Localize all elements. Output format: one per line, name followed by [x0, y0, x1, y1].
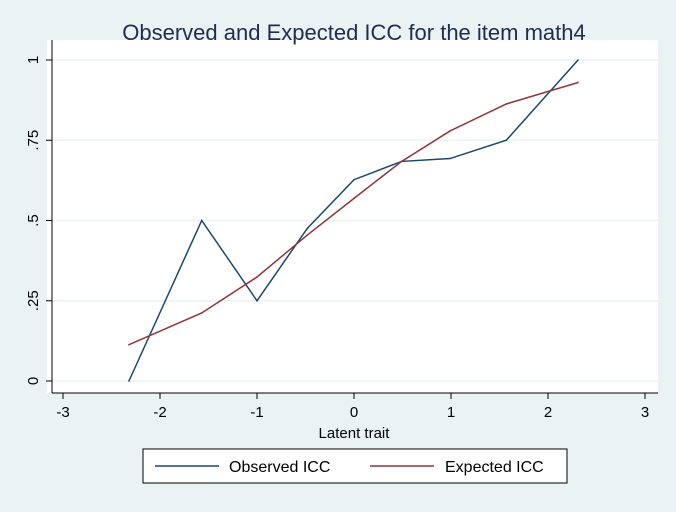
y-tick-label: .75	[25, 130, 42, 151]
x-tick-label: 0	[350, 404, 358, 421]
observed-point	[200, 219, 203, 222]
observed-point	[449, 157, 451, 160]
y-tick-label: .25	[25, 290, 42, 311]
expected-point	[306, 234, 309, 236]
chart-title: Observed and Expected ICC for the item m…	[122, 20, 585, 45]
y-tick-label: 1	[25, 56, 42, 64]
expected-point	[200, 312, 203, 314]
expected-point	[256, 276, 258, 278]
x-tick-label: -3	[56, 404, 69, 421]
y-tick-label: 0	[25, 377, 42, 385]
expected-point	[400, 160, 403, 163]
plot-background	[47, 40, 658, 393]
x-tick-label: -1	[250, 404, 263, 421]
observed-point	[256, 299, 258, 302]
expected-point	[505, 103, 508, 105]
expected-point	[577, 81, 579, 84]
observed-point	[577, 59, 579, 61]
observed-point	[353, 178, 355, 181]
observed-point	[306, 227, 309, 230]
expected-point	[353, 197, 355, 200]
expected-point	[128, 343, 130, 346]
expected-point	[449, 130, 451, 132]
x-tick-label: 3	[641, 404, 649, 421]
observed-point	[128, 380, 130, 382]
x-tick-label: 2	[544, 404, 552, 421]
legend: Observed ICC Expected ICC	[142, 448, 568, 484]
x-axis-label: Latent trait	[319, 425, 391, 442]
x-tick-label: 1	[447, 404, 455, 421]
legend-label-observed: Observed ICC	[229, 459, 330, 476]
y-tick-label: .5	[25, 214, 42, 227]
observed-point	[505, 139, 508, 142]
legend-label-expected: Expected ICC	[445, 459, 544, 476]
x-tick-label: -2	[153, 404, 166, 421]
